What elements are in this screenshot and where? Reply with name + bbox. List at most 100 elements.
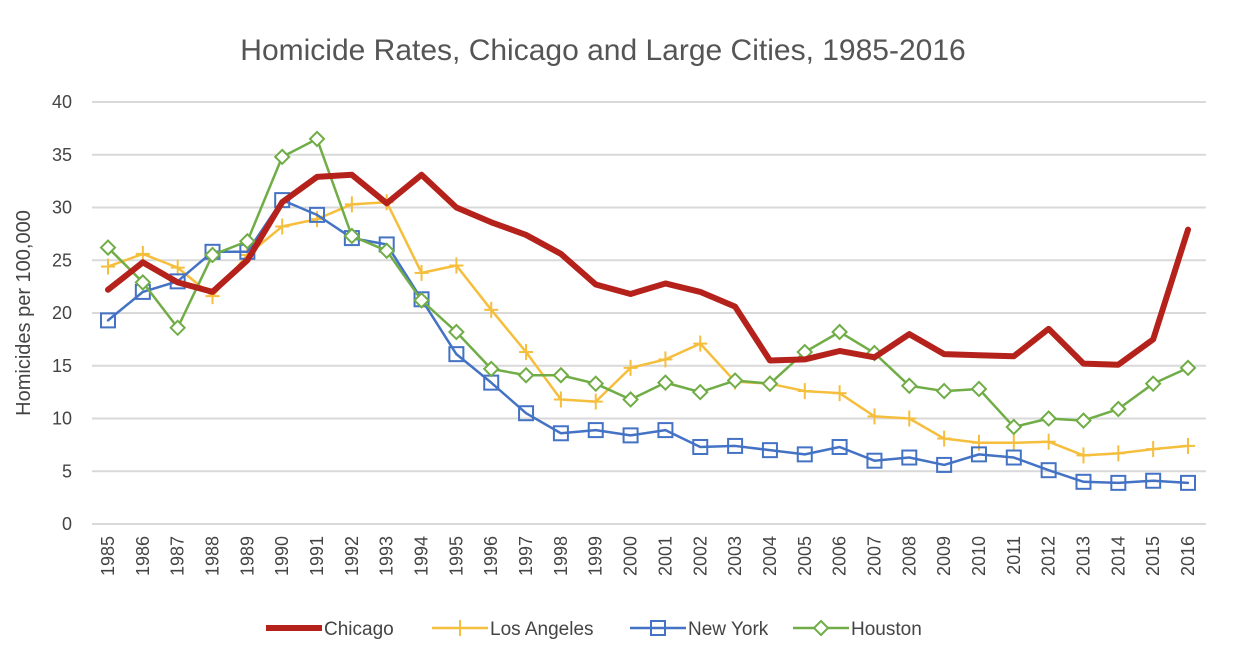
- x-tick-label: 1999: [586, 536, 606, 576]
- x-tick-label: 1996: [481, 536, 501, 576]
- data-point: [1005, 449, 1022, 466]
- data-point: [936, 456, 953, 473]
- data-point: [623, 359, 638, 376]
- data-point: [553, 391, 568, 408]
- legend-marker: [650, 620, 666, 636]
- legend-item: Los Angeles: [432, 619, 594, 640]
- legend-label: Chicago: [324, 619, 394, 640]
- data-point: [1146, 441, 1161, 458]
- data-point: [970, 446, 987, 463]
- x-tick-label: 1994: [412, 536, 432, 576]
- data-point: [1180, 474, 1196, 491]
- data-point: [414, 264, 429, 281]
- data-point: [308, 130, 326, 148]
- x-tick-label: 2016: [1178, 536, 1198, 576]
- data-point: [517, 366, 535, 384]
- series-houston: [99, 130, 1197, 436]
- data-point: [831, 323, 849, 341]
- data-point: [1075, 412, 1092, 430]
- series-line-chicago: [105, 171, 1191, 368]
- data-point: [900, 377, 918, 395]
- legend-item: Chicago: [266, 619, 394, 640]
- data-point: [657, 374, 674, 392]
- data-point: [1181, 437, 1195, 454]
- y-tick-label: 40: [52, 92, 72, 112]
- data-point: [1076, 447, 1091, 464]
- data-point: [727, 437, 744, 454]
- legend: Chicago Los Angeles New York Houston: [266, 619, 922, 640]
- data-point: [413, 291, 430, 309]
- data-point: [937, 430, 952, 447]
- data-point: [378, 242, 396, 260]
- data-point: [1145, 472, 1162, 489]
- data-point: [1040, 410, 1058, 427]
- data-point: [1075, 473, 1092, 490]
- data-point: [449, 257, 464, 274]
- series-group: [99, 130, 1197, 491]
- data-point: [622, 391, 639, 408]
- data-point: [797, 383, 812, 400]
- data-point: [622, 427, 639, 444]
- y-tick-labels: 0 5 10 15 20 25 30 35 40: [52, 92, 72, 534]
- data-point: [344, 196, 359, 213]
- data-point: [935, 382, 953, 400]
- legend-marker: [812, 619, 830, 637]
- data-point: [169, 319, 187, 337]
- legend-marker: [453, 620, 467, 636]
- data-point: [726, 372, 744, 389]
- x-tick-label: 2006: [830, 536, 850, 576]
- x-tick-label: 1989: [237, 536, 257, 576]
- data-point: [1144, 375, 1162, 393]
- data-point: [693, 335, 708, 352]
- data-point: [101, 258, 115, 275]
- x-tick-label: 2011: [1004, 536, 1024, 575]
- data-point: [1005, 418, 1023, 436]
- data-point: [796, 446, 813, 463]
- x-tick-label: 1991: [307, 536, 327, 576]
- x-tick-label: 2014: [1108, 536, 1128, 576]
- series-line-new-york: [106, 198, 1190, 485]
- x-tick-labels: 1985 1986 1987 1988 1989 1990 1991 1992 1993 1994…: [98, 536, 1198, 576]
- y-tick-label: 35: [52, 145, 72, 165]
- data-point: [1179, 359, 1197, 377]
- data-point: [587, 422, 604, 439]
- data-point: [309, 206, 326, 223]
- data-point: [761, 375, 779, 393]
- legend-label: Los Angeles: [490, 619, 594, 640]
- series-line-houston: [106, 137, 1190, 429]
- data-point: [1109, 400, 1127, 418]
- legend-item: Houston: [793, 619, 922, 640]
- x-tick-label: 2008: [899, 536, 919, 576]
- x-tick-label: 2007: [864, 536, 884, 576]
- legend-label: New York: [688, 619, 769, 640]
- x-tick-label: 1990: [272, 536, 292, 576]
- x-tick-label: 1992: [342, 536, 362, 576]
- data-point: [518, 405, 535, 422]
- data-point: [204, 246, 221, 264]
- data-point: [970, 380, 988, 398]
- data-point: [587, 375, 605, 393]
- data-point: [519, 344, 534, 361]
- data-point: [692, 438, 709, 455]
- y-axis-label: Homicides per 100,000: [13, 210, 35, 416]
- y-tick-label: 25: [52, 250, 72, 270]
- data-point: [1110, 474, 1127, 491]
- legend-label: Houston: [851, 619, 922, 640]
- data-point: [1041, 433, 1056, 450]
- data-point: [901, 449, 918, 466]
- legend-item: New York: [630, 619, 769, 640]
- data-point: [447, 323, 465, 341]
- data-point: [867, 408, 882, 425]
- data-point: [902, 410, 917, 427]
- data-point: [657, 422, 674, 439]
- data-point: [484, 301, 499, 318]
- series-chicago: [105, 171, 1191, 368]
- x-tick-label: 1995: [446, 536, 466, 576]
- data-point: [238, 232, 256, 250]
- y-tick-label: 0: [62, 514, 72, 534]
- data-point: [448, 346, 465, 363]
- x-tick-label: 2003: [725, 536, 745, 576]
- data-point: [273, 148, 291, 166]
- x-tick-label: 1998: [551, 536, 571, 576]
